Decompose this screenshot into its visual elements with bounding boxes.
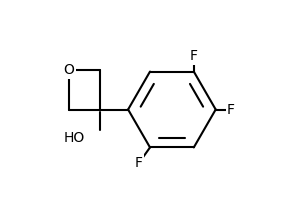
Text: HO: HO [64,131,85,145]
Text: F: F [227,102,235,117]
Text: F: F [135,156,143,170]
Text: F: F [190,49,198,63]
Text: O: O [64,63,74,77]
